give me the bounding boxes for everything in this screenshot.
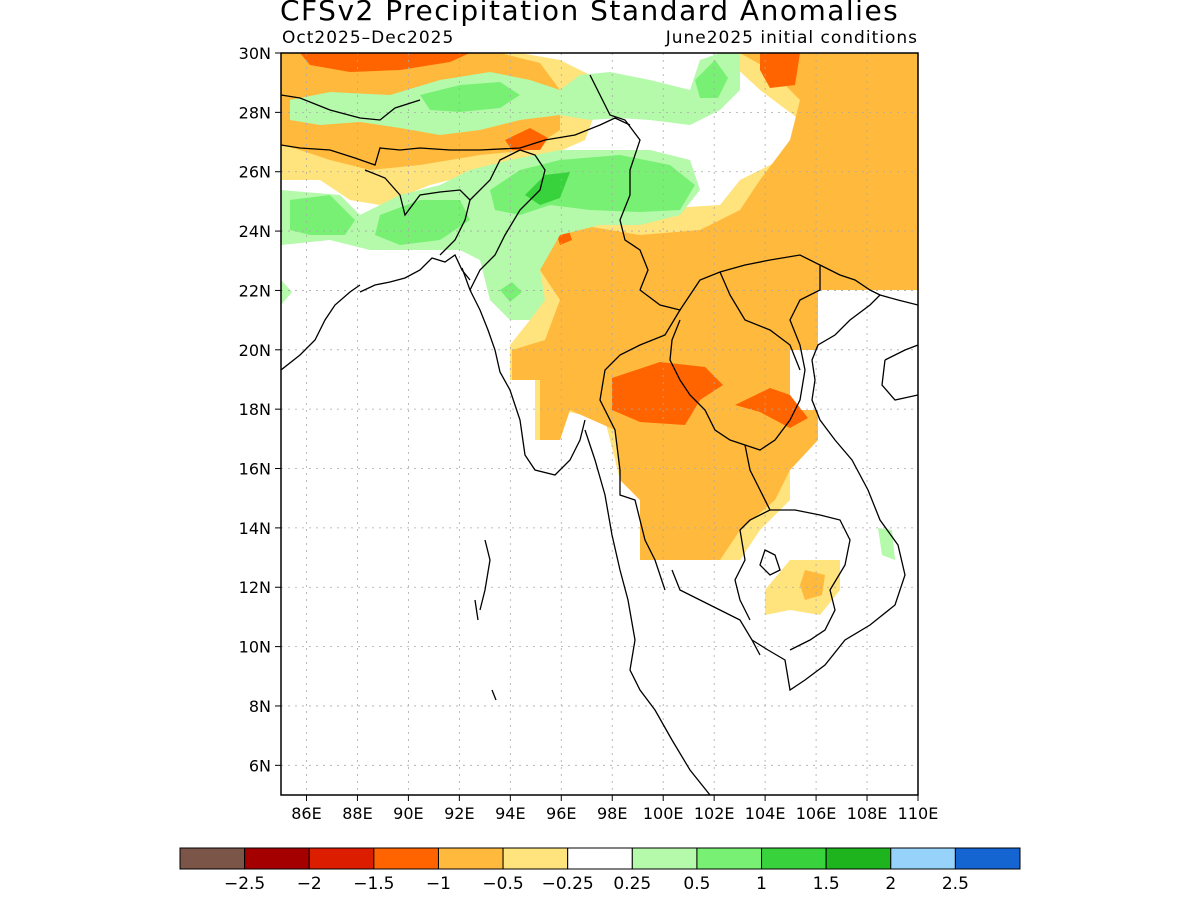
coastline-bangladesh: [359, 254, 471, 293]
border-myanmar-thailand: [599, 289, 682, 591]
lat-tick-label: 8N: [249, 697, 271, 716]
lon-tick-label: 88E: [342, 804, 372, 823]
longitude-axis-labels: 86E 88E 90E 92E 94E 96E 98E 100E 102E 104E 106E 108…: [291, 795, 938, 823]
colorbar-swatch: [567, 847, 633, 870]
wet-region-small: [500, 282, 522, 302]
colorbar-swatch: [954, 847, 1021, 870]
lat-tick-label: 10N: [239, 638, 271, 657]
lon-tick-label: 92E: [444, 804, 474, 823]
lat-tick-label: 28N: [239, 103, 271, 122]
coastlines-and-borders: [281, 74, 918, 795]
border-laos-vietnam: [719, 271, 801, 371]
lat-tick-label: 30N: [239, 44, 271, 63]
lat-tick-label: 24N: [239, 222, 271, 241]
lat-tick-label: 12N: [239, 578, 271, 597]
colorbar-swatch: [308, 847, 375, 870]
colorbar-swatch: [502, 847, 569, 870]
map-gridlines: [281, 53, 918, 795]
lat-tick-label: 26N: [239, 163, 271, 182]
colorbar-label: −1: [426, 874, 451, 894]
wet-region-coast: [878, 528, 895, 560]
lat-tick-label: 14N: [239, 519, 271, 538]
wet-region-west-edge: [281, 280, 292, 305]
lon-tick-label: 90E: [393, 804, 423, 823]
colorbar-swatch: [244, 847, 310, 870]
lon-tick-label: 104E: [745, 804, 786, 823]
wet-region-bengal-core: [290, 195, 355, 235]
strong-anomaly-laos: [735, 388, 808, 428]
lat-tick-label: 20N: [239, 341, 271, 360]
border-cambodia-vietnam: [770, 509, 851, 651]
lon-tick-label: 100E: [643, 804, 684, 823]
coastline-cambodia-vietnam: [751, 294, 918, 692]
lat-tick-label: 16N: [239, 460, 271, 479]
colorbar-labels: −2.5 −2 −1.5 −1 −0.5 −0.25 0.25 0.5 1 1.5 2 2.5: [224, 874, 969, 894]
colorbar-label: 2.5: [942, 874, 969, 894]
border-thailand-cambodia: [734, 444, 771, 621]
lat-tick-label: 18N: [239, 400, 271, 419]
coastline-myanmar-west: [461, 267, 586, 476]
latitude-axis-labels: 6N 8N 10N 12N 14N 16N 18N 20N 22N 24N 26N 28N 30N: [239, 44, 281, 775]
lon-tick-label: 110E: [898, 804, 939, 823]
wet-region-yunnan: [695, 60, 728, 98]
anomaly-shading: [281, 53, 918, 615]
strong-anomaly-northeast: [760, 53, 800, 88]
lake-tonle-sap: [759, 549, 781, 576]
colorbar-label: −0.25: [542, 874, 594, 894]
lon-tick-label: 94E: [495, 804, 525, 823]
colorbar-swatch: [696, 847, 763, 870]
border-thailand-laos: [669, 254, 821, 451]
lon-tick-label: 106E: [796, 804, 837, 823]
colorbar-swatch: [437, 847, 504, 870]
strong-anomaly-north: [300, 53, 470, 72]
lon-tick-label: 86E: [291, 804, 321, 823]
colorbar-label: 1.5: [813, 874, 840, 894]
colorbar-swatch: [179, 847, 246, 870]
colorbar-label: −0.5: [482, 874, 523, 894]
colorbar-label: −1.5: [353, 874, 394, 894]
colorbar-swatch: [373, 847, 439, 870]
andaman-islands: [474, 539, 497, 701]
border-china-vietnam: [819, 264, 881, 296]
colorbar-swatch: [890, 847, 956, 870]
strong-anomaly-tibet: [505, 128, 548, 150]
coastline-myanmar-south: [584, 429, 711, 795]
border-india-nepal: [281, 94, 421, 121]
colorbar-label: 2: [885, 874, 896, 894]
border-india-myanmar: [469, 149, 546, 291]
colorbar-swatch: [631, 847, 698, 870]
wet-region-bangladesh: [375, 200, 470, 245]
wet-region-tibet: [420, 82, 520, 112]
coastline-india-east: [281, 284, 361, 371]
border-myanmar-china: [589, 74, 649, 291]
colorbar-label: −2: [297, 874, 322, 894]
colorbar-swatch: [825, 847, 892, 870]
colorbar-label: −2.5: [224, 874, 265, 894]
lon-tick-label: 96E: [546, 804, 576, 823]
anomaly-region-east-core: [512, 53, 918, 560]
colorbar-label: 0.5: [683, 874, 710, 894]
colorbar-label: 0.25: [613, 874, 651, 894]
colorbar-swatch: [761, 847, 827, 870]
lon-tick-label: 108E: [847, 804, 888, 823]
anomaly-region-south-core: [800, 570, 825, 600]
colorbar-label: 1: [756, 874, 767, 894]
chart-title: CFSv2 Precipitation Standard Anomalies: [280, 0, 900, 27]
valid-period-label: Oct2025–Dec2025: [282, 28, 455, 48]
wet-region-myanmar-core: [525, 172, 570, 205]
lon-tick-label: 102E: [694, 804, 735, 823]
coastline-hainan: [881, 344, 918, 401]
map-frame: [280, 52, 919, 796]
lat-tick-label: 6N: [249, 756, 271, 775]
border-india-china-south: [281, 117, 631, 166]
initial-conditions-label: June2025 initial conditions: [665, 28, 918, 48]
lon-tick-label: 98E: [597, 804, 627, 823]
border-bangladesh-india: [364, 169, 471, 256]
colorbar: [179, 847, 1021, 870]
lat-tick-label: 22N: [239, 281, 271, 300]
